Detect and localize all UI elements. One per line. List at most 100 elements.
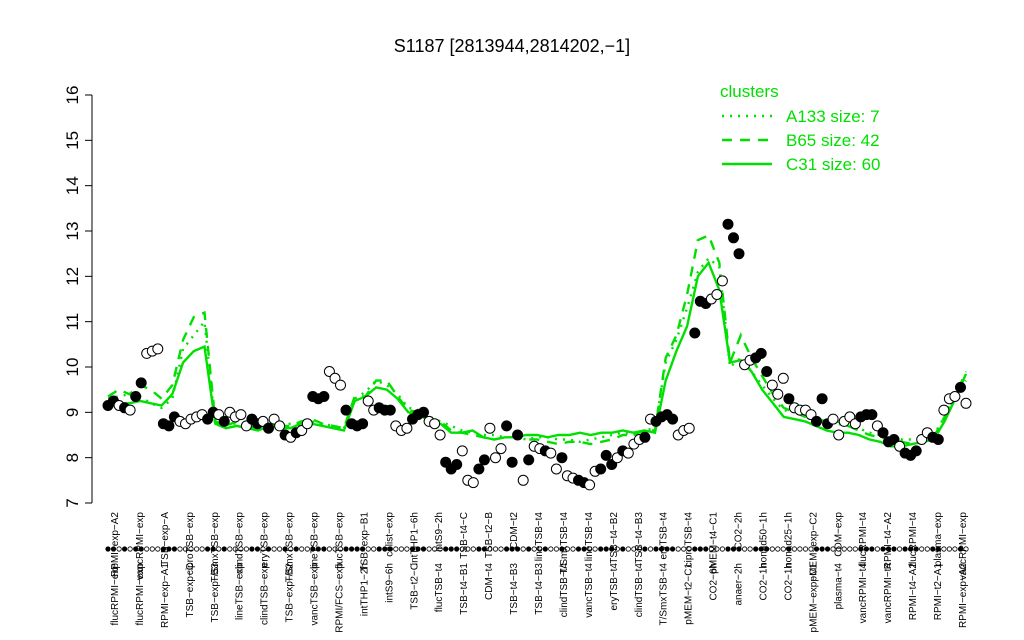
data-point [938, 404, 950, 416]
data-point [506, 456, 518, 468]
data-point [545, 447, 557, 459]
rug-mark [310, 546, 316, 552]
rug-mark [957, 546, 964, 552]
rug-mark [930, 546, 936, 552]
data-point [816, 393, 828, 405]
rug-mark [730, 546, 737, 552]
x-label: TSB−t4−C [459, 512, 470, 559]
rug-mark [271, 546, 277, 552]
rug-mark [160, 546, 166, 552]
data-points [102, 218, 972, 491]
data-point [124, 404, 136, 416]
data-point [523, 454, 535, 466]
rug-mark [481, 546, 487, 552]
data-point [600, 449, 612, 461]
rug-mark [675, 546, 681, 552]
rug-mark [359, 546, 366, 552]
x-label: CDM−exp [833, 512, 844, 557]
rug-mark [365, 546, 371, 552]
rug-mark [105, 546, 111, 552]
rug-mark [454, 546, 460, 552]
rug-mark [299, 546, 305, 552]
rug-mark [171, 546, 177, 552]
data-point [667, 413, 679, 425]
data-point [135, 377, 147, 389]
x-label: vancRPMI−t4 [883, 563, 894, 624]
data-point [473, 463, 485, 475]
rug-mark [847, 546, 853, 552]
rug-mark [243, 546, 249, 552]
data-point [512, 429, 524, 441]
rug-mark [260, 546, 266, 552]
rug-mark [404, 546, 410, 552]
y-tick-label: 9 [63, 408, 82, 417]
data-point [434, 429, 446, 441]
rug-mark [797, 546, 803, 552]
data-point [772, 388, 784, 400]
data-point [517, 474, 529, 486]
x-label: TSB−t4−B3 [509, 563, 520, 615]
x-label: eryTSB−exp [260, 512, 271, 568]
rug-mark [166, 546, 172, 552]
data-point [777, 372, 789, 384]
rug-mark [409, 546, 416, 552]
rug-mark [459, 546, 465, 552]
rug-mark [210, 546, 216, 552]
rug-mark [598, 546, 604, 552]
rug-mark [697, 546, 703, 552]
rug-mark [465, 546, 471, 552]
data-point [877, 427, 889, 439]
x-label: vancRPMI−t4 [858, 563, 869, 624]
rug-mark [498, 546, 504, 552]
data-point [401, 422, 413, 434]
x-label: CO2−6h [709, 563, 720, 601]
rug-mark [570, 546, 576, 552]
rug-mark [642, 546, 648, 552]
rug-mark [343, 546, 349, 552]
data-point [478, 454, 490, 466]
rug-mark [919, 546, 925, 552]
x-label: lineTSB−exp [310, 512, 321, 569]
rug-mark [205, 546, 211, 552]
data-point [683, 422, 695, 434]
x-label: RPMI−exp−A2 [110, 512, 121, 577]
rug-mark [786, 546, 792, 552]
rug-mark [769, 546, 775, 552]
rug-mark [880, 546, 886, 552]
data-point [501, 420, 513, 432]
x-label: clindTSB−exp [260, 563, 271, 625]
data-point [263, 422, 274, 434]
rug-mark [858, 546, 864, 552]
rug-mark [249, 546, 255, 552]
data-point [362, 395, 374, 407]
rug-mark [337, 546, 344, 552]
x-label: eryTSB−t4 [609, 563, 620, 611]
x-label: lineTSB−t4 [534, 512, 545, 562]
rug-mark [520, 546, 526, 552]
rug-mark [736, 546, 742, 552]
x-label: TSB−exp−A [160, 512, 171, 566]
rug-mark [542, 546, 548, 552]
rug-mark [941, 546, 947, 552]
rug-mark [863, 546, 870, 552]
rug-mark [869, 546, 875, 552]
data-point [490, 452, 501, 464]
x-label: flucRPMI−t4 [908, 512, 919, 567]
rug-mark [924, 546, 930, 552]
rug-mark [647, 546, 654, 552]
x-label: plasma−t4 [833, 563, 844, 610]
x-label: CO2−1h [759, 563, 770, 601]
rug-mark [658, 546, 665, 552]
rug-mark [304, 546, 310, 552]
rug-mark [896, 546, 903, 552]
rug-mark [824, 546, 831, 552]
data-point [761, 366, 773, 377]
x-label: TSB−exp−B2 [285, 563, 296, 623]
x-label: clindTSB−exp [235, 512, 246, 574]
data-point [728, 232, 739, 244]
chart-title: S1187 [2813944,2814202,−1] [394, 36, 630, 56]
data-point [733, 248, 745, 260]
x-label: vancRPMI−exp [958, 512, 969, 581]
data-point [130, 391, 142, 402]
x-label: plasma−exp [933, 512, 944, 567]
